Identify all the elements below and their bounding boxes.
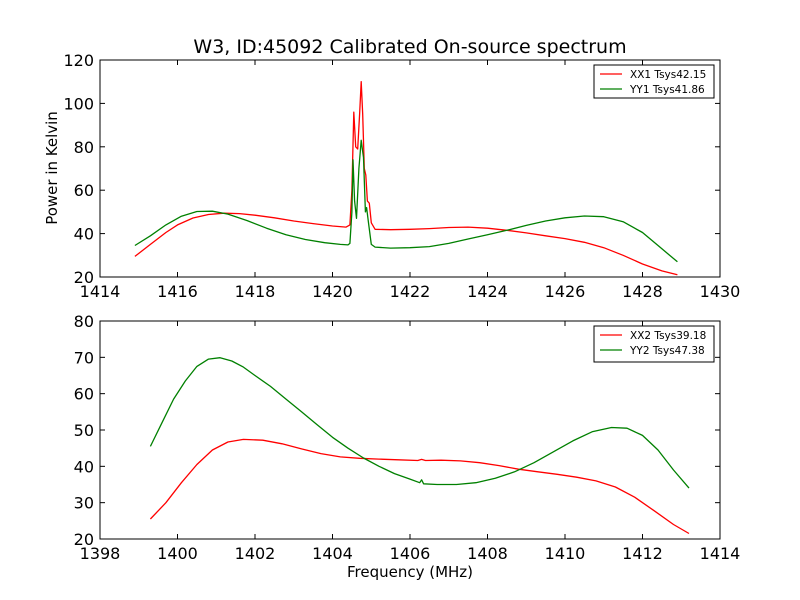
series-line-2-2 bbox=[149, 357, 690, 489]
series-line-1-2 bbox=[134, 139, 678, 263]
y-tick-label: 100 bbox=[63, 94, 94, 113]
x-tick-label: 1422 bbox=[390, 282, 431, 301]
legend: XX1 Tsys42.15 YY1 Tsys41.86 bbox=[593, 64, 715, 99]
y-tick-label: 20 bbox=[74, 268, 94, 287]
legend-box bbox=[593, 325, 715, 363]
y-tick-label: 70 bbox=[74, 348, 94, 367]
bottom-panel: 1398 1400 1402 1404 1406 1408 1410 1412 1414 20 30… bbox=[74, 312, 741, 563]
x-tick-label: 1414 bbox=[700, 544, 741, 563]
legend-box bbox=[593, 64, 715, 99]
legend-label: XX1 Tsys42.15 bbox=[630, 69, 706, 81]
legend-label: XX2 Tsys39.18 bbox=[630, 330, 706, 342]
x-tick-label: 1418 bbox=[235, 282, 276, 301]
x-tick-label: 1398 bbox=[80, 544, 121, 563]
y-tick-label: 40 bbox=[74, 225, 94, 244]
x-tick-label: 1428 bbox=[622, 282, 663, 301]
y-tick-label: 30 bbox=[74, 494, 94, 513]
series-line-2-1 bbox=[149, 438, 690, 535]
x-axis-label: Frequency (MHz) bbox=[347, 563, 473, 581]
y-tick-label: 80 bbox=[74, 312, 94, 331]
y-tick-label: 120 bbox=[63, 51, 94, 70]
x-tick-label: 1416 bbox=[157, 282, 198, 301]
chart-title: W3, ID:45092 Calibrated On-source spectr… bbox=[193, 36, 626, 58]
y-tick-label: 80 bbox=[74, 138, 94, 157]
x-tick-label: 1430 bbox=[700, 282, 741, 301]
y-tick-label: 60 bbox=[74, 385, 94, 404]
y-tick-label: 20 bbox=[74, 530, 94, 549]
y-tick-label: 50 bbox=[74, 421, 94, 440]
legend-label: YY2 Tsys47.38 bbox=[629, 345, 705, 357]
x-tick-label: 1424 bbox=[467, 282, 508, 301]
x-tick-label: 1402 bbox=[235, 544, 276, 563]
x-tick-label: 1404 bbox=[312, 544, 353, 563]
top-panel: 1414 1416 1418 1420 1422 1424 1426 1428 1430 20 40… bbox=[63, 51, 740, 301]
y-tick-label: 40 bbox=[74, 457, 94, 476]
x-tick-label: 1414 bbox=[80, 282, 121, 301]
legend-label: YY1 Tsys41.86 bbox=[629, 84, 705, 96]
x-tick-label: 1420 bbox=[312, 282, 353, 301]
x-tick-label: 1406 bbox=[390, 544, 431, 563]
legend: XX2 Tsys39.18 YY2 Tsys47.38 bbox=[593, 325, 715, 363]
x-tick-label: 1426 bbox=[545, 282, 586, 301]
y-tick-label: 60 bbox=[74, 181, 94, 200]
x-tick-label: 1400 bbox=[157, 544, 198, 563]
series-line-1-1 bbox=[134, 81, 678, 276]
y-axis-label: Power in Kelvin bbox=[43, 111, 61, 225]
x-tick-label: 1408 bbox=[467, 544, 508, 563]
x-tick-label: 1412 bbox=[622, 544, 663, 563]
x-tick-label: 1410 bbox=[545, 544, 586, 563]
